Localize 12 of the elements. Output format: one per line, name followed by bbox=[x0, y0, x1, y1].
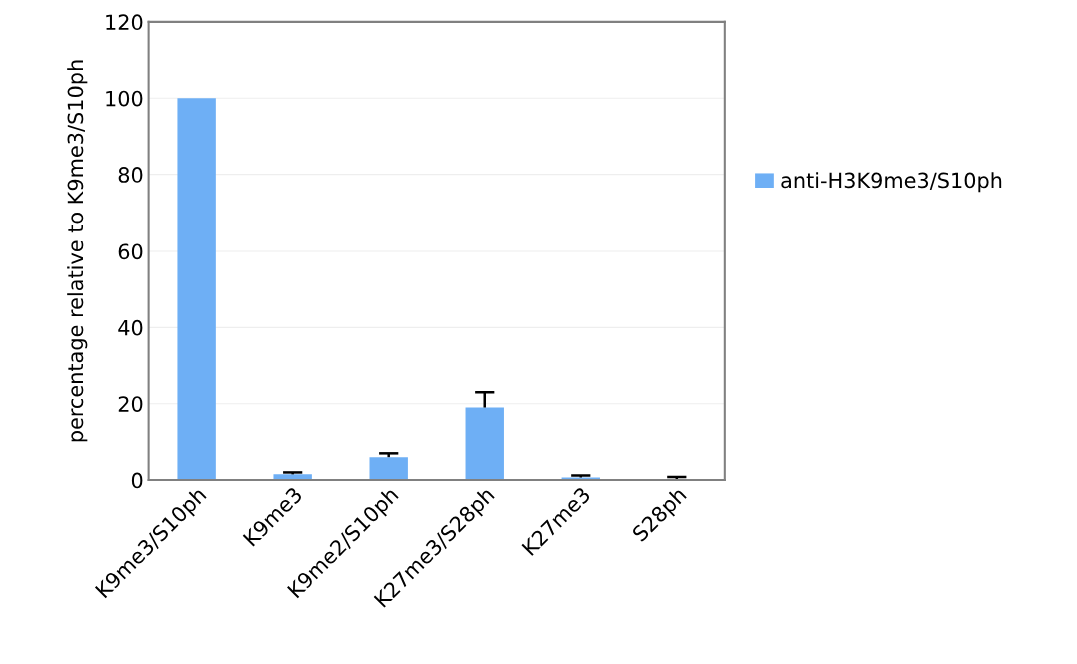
y-tick-label: 40 bbox=[118, 319, 143, 336]
y-tick-label: 120 bbox=[106, 14, 143, 31]
y-tick-label: 20 bbox=[118, 396, 143, 412]
y-tick-label: 100 bbox=[106, 90, 143, 107]
y-axis-title: percentage relative to K9me3/S10ph bbox=[67, 60, 88, 442]
y-tick-label: 60 bbox=[118, 243, 143, 260]
bar bbox=[465, 407, 504, 481]
y-tick-label: 80 bbox=[118, 167, 143, 183]
legend-label: anti-H3K9me3/S10ph bbox=[781, 172, 1002, 193]
bar bbox=[369, 457, 408, 481]
y-tick-label: 0 bbox=[131, 472, 143, 489]
bar bbox=[177, 98, 216, 481]
